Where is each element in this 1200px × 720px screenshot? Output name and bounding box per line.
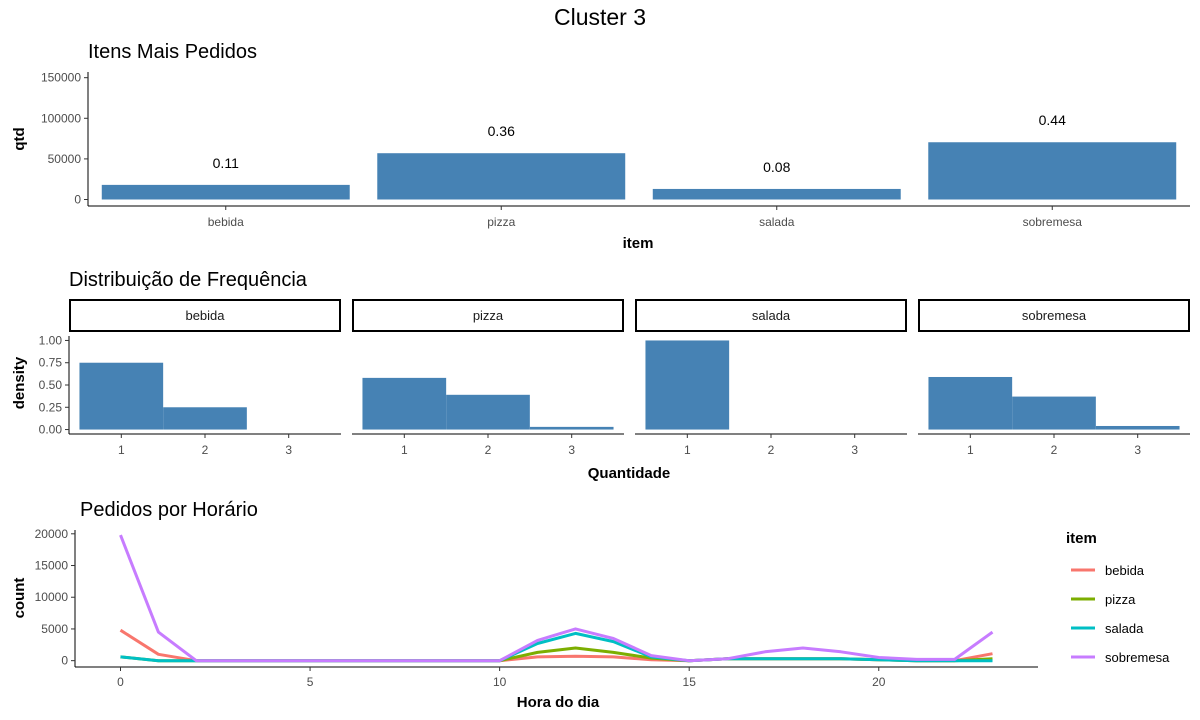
panel2-x-tick-label: 2 xyxy=(202,443,209,457)
panel2-bar-salada xyxy=(645,340,730,430)
legend: bebida pizza salada sobremesa xyxy=(1071,563,1170,665)
panel2-y-tick-label: 0.50 xyxy=(39,378,63,392)
panel3-y-tick-label: 20000 xyxy=(35,527,69,541)
legend-title: item xyxy=(1066,530,1097,547)
panel1-data-label: 0.11 xyxy=(213,155,239,171)
legend-label-pizza: pizza xyxy=(1105,592,1136,607)
panel1-x-tick-label: salada xyxy=(759,215,795,229)
panel-itens-mais-pedidos: Itens Mais Pedidos 0 50000 100000 150000 0.1… xyxy=(11,41,1190,252)
panel2-x-tick-label: 2 xyxy=(485,443,492,457)
panel3-x-tick-label: 0 xyxy=(117,675,124,689)
panel1-bar-bebida xyxy=(101,184,350,200)
panel3-y-tick-label: 5000 xyxy=(41,622,68,636)
panel1-title: Itens Mais Pedidos xyxy=(88,41,257,63)
panel2-y-tick-label: 1.00 xyxy=(39,333,63,347)
panel1-y-tick-label: 50000 xyxy=(48,152,82,166)
panel1-bar-salada xyxy=(652,188,901,200)
chart-main-title: Cluster 3 xyxy=(554,4,646,30)
panel2-y-axis-title: density xyxy=(11,356,28,409)
legend-label-sobremesa: sobremesa xyxy=(1105,650,1170,665)
panel1-y-tick-label: 100000 xyxy=(41,111,81,125)
facet-strip-bebida xyxy=(69,299,341,332)
facet-strip-label: pizza xyxy=(473,308,504,323)
panel2-y-tick-label: 0.00 xyxy=(39,423,63,437)
panel3-x-tick-label: 20 xyxy=(872,675,886,689)
panel3-title: Pedidos por Horário xyxy=(80,499,258,521)
panel1-x-tick-label: sobremesa xyxy=(1023,215,1083,229)
panel1-x-tick-label: bebida xyxy=(208,215,244,229)
panel-pedidos-por-horario: Pedidos por Horário 0 5000 10000 15000 20000… xyxy=(11,499,1170,711)
panel1-x-axis-title: item xyxy=(623,235,654,252)
facet-strip-salada xyxy=(635,299,907,332)
panel2-x-tick-label: 1 xyxy=(684,443,691,457)
panel2-bar-pizza xyxy=(529,426,614,430)
panel2-x-tick-label: 3 xyxy=(285,443,292,457)
panel2-x-tick-label: 3 xyxy=(568,443,575,457)
panel2-y-tick-label: 0.75 xyxy=(39,356,63,370)
panel2-bar-bebida xyxy=(79,362,164,430)
panel1-y-tick-label: 0 xyxy=(74,193,81,207)
panel3-x-tick-label: 5 xyxy=(307,675,314,689)
panel2-title: Distribuição de Frequência xyxy=(69,269,308,291)
panel2-x-tick-label: 1 xyxy=(118,443,125,457)
panel1-y-tick-label: 150000 xyxy=(41,71,81,85)
panel3-plot-area: 0 5000 10000 15000 20000 0 5 10 15 20 xyxy=(35,527,1038,689)
legend-label-bebida: bebida xyxy=(1105,563,1145,578)
panel3-y-axis-title: count xyxy=(11,578,28,619)
panel2-bar-pizza xyxy=(446,394,530,430)
panel3-x-tick-label: 10 xyxy=(493,675,507,689)
panel3-x-axis-title: Hora do dia xyxy=(517,694,600,711)
panel1-plot-area: 0 50000 100000 150000 0.11 bebida 0.36 pizza 0.0… xyxy=(41,71,1190,229)
panel2-x-tick-label: 2 xyxy=(1051,443,1058,457)
panel3-y-tick-label: 0 xyxy=(61,654,68,668)
panel2-x-tick-label: 1 xyxy=(401,443,408,457)
series-line-sobremesa xyxy=(119,534,994,663)
panel1-data-label: 0.36 xyxy=(488,123,515,139)
panel2-x-tick-label: 3 xyxy=(1134,443,1141,457)
legend-label-salada: salada xyxy=(1105,621,1144,636)
facet-strip-pizza xyxy=(352,299,624,332)
panel2-bar-bebida xyxy=(163,407,247,430)
panel1-data-label: 0.08 xyxy=(763,159,790,175)
panel2-bar-sobremesa xyxy=(1095,425,1180,430)
panel1-x-tick-label: pizza xyxy=(487,215,515,229)
panel2-plot-area: bebida 0.00 0.25 0.50 0.75 1.00 1 2 3 pizza 1 2 3 sal… xyxy=(39,299,1190,457)
facet-strip-label: bebida xyxy=(185,308,225,323)
panel2-bar-sobremesa xyxy=(1012,396,1096,430)
panel1-bar-pizza xyxy=(377,153,626,200)
facet-strip-label: salada xyxy=(752,308,791,323)
panel-distribuicao-frequencia: Distribuição de Frequência bebida 0.00 0.2… xyxy=(11,269,1190,482)
panel1-data-label: 0.44 xyxy=(1039,112,1066,128)
facet-strip-sobremesa xyxy=(918,299,1190,332)
panel1-bar-sobremesa xyxy=(928,142,1177,200)
panel3-y-tick-label: 10000 xyxy=(35,590,69,604)
panel2-bar-pizza xyxy=(362,377,447,430)
panel1-y-axis-title: qtd xyxy=(11,127,28,150)
panel2-x-tick-label: 2 xyxy=(768,443,775,457)
panel3-x-tick-label: 15 xyxy=(683,675,697,689)
panel2-bar-sobremesa xyxy=(928,376,1013,430)
panel2-y-tick-label: 0.25 xyxy=(39,400,63,414)
facet-strip-label: sobremesa xyxy=(1022,308,1087,323)
panel2-x-axis-title: Quantidade xyxy=(588,465,671,482)
panel2-x-tick-label: 3 xyxy=(851,443,858,457)
panel2-x-tick-label: 1 xyxy=(967,443,974,457)
panel3-y-tick-label: 15000 xyxy=(35,559,69,573)
